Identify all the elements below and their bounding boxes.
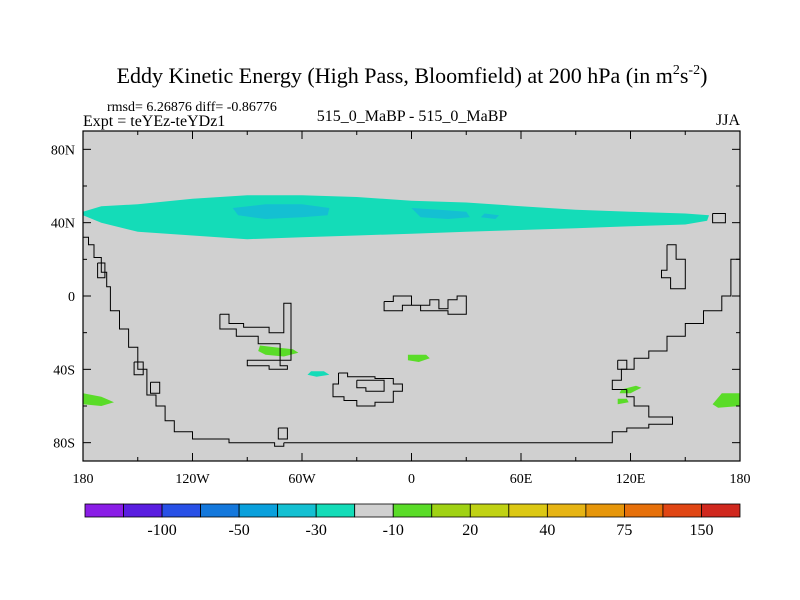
region-sh-green-africa xyxy=(407,354,430,362)
colorbar-swatch xyxy=(315,503,356,518)
season-label: JJA xyxy=(716,112,740,129)
x-tick-label: 60W xyxy=(288,472,316,487)
outline-south-america-outline xyxy=(219,302,292,370)
colorbar-swatch xyxy=(238,503,279,518)
outline-east-small-box xyxy=(617,359,628,370)
outline-south-atlantic-inner xyxy=(356,379,385,392)
chart-title: Eddy Kinetic Energy (High Pass, Bloomfie… xyxy=(117,63,708,88)
colorbar-label: 75 xyxy=(616,522,632,539)
y-tick-label: 80S xyxy=(53,437,75,452)
region-sh-green-south-america xyxy=(258,345,299,357)
colorbar-label: 20 xyxy=(462,522,478,539)
region-nh-jet-core-1 xyxy=(232,204,330,219)
y-tick-label: 0 xyxy=(68,290,75,305)
region-sh-green-tasman xyxy=(617,398,629,405)
colorbar-swatch xyxy=(508,503,548,518)
contour-regions xyxy=(83,195,740,408)
colorbar-swatch xyxy=(277,503,317,518)
outline-nz-box-2 xyxy=(150,381,161,394)
region-nh-jet-core-2 xyxy=(411,208,470,219)
colorbar-label: -100 xyxy=(147,522,176,539)
colorbar-swatch xyxy=(701,503,741,518)
colorbar-swatch xyxy=(354,503,394,518)
colorbar-swatch xyxy=(469,503,510,518)
region-sh-green-west-pacific xyxy=(83,393,114,406)
land-outlines xyxy=(83,213,741,447)
outline-africa-outline xyxy=(383,295,467,315)
y-tick-label: 40N xyxy=(51,217,75,232)
axis-ticks: 180 120W 60W 0 60E 120E 180 80N 40N 0 40S 80S xyxy=(51,131,751,487)
experiment-label: Expt = teYEz-teYDz1 xyxy=(83,113,225,130)
colorbar-swatch xyxy=(161,503,201,518)
outline-antarctic-coast xyxy=(283,389,673,444)
region-nh-jet-core-3 xyxy=(480,213,500,219)
case-label: 515_0_MaBP - 515_0_MaBP xyxy=(317,108,508,125)
colorbar-swatch xyxy=(662,503,702,518)
colorbar: -100 -50 -30 -10 20 40 75 150 xyxy=(84,503,741,539)
outline-west-outline xyxy=(83,236,285,447)
outline-south-atlantic-loop xyxy=(332,372,403,407)
x-tick-label: 120E xyxy=(616,472,646,487)
x-tick-label: 180 xyxy=(73,472,94,487)
colorbar-label: -10 xyxy=(383,522,404,539)
colorbar-swatch xyxy=(200,503,240,518)
region-sh-green-australia xyxy=(619,385,642,394)
outline-antarctic-inlet xyxy=(277,427,288,440)
colorbar-swatch xyxy=(392,503,433,518)
y-tick-label: 40S xyxy=(53,363,75,378)
y-tick-label: 80N xyxy=(51,143,75,158)
outline-east-outline xyxy=(611,237,741,390)
colorbar-swatch xyxy=(84,503,124,518)
x-tick-label: 60E xyxy=(510,472,533,487)
colorbar-swatch xyxy=(431,503,471,518)
colorbar-swatch xyxy=(123,503,163,518)
colorbar-label: -30 xyxy=(306,522,327,539)
outline-east-pacific-loop xyxy=(661,244,686,290)
x-tick-label: 180 xyxy=(730,472,751,487)
region-nh-jet-band-light xyxy=(83,195,709,240)
stats-label: rmsd= 6.26876 diff= -0.86776 xyxy=(107,100,277,115)
x-tick-label: 120W xyxy=(175,472,210,487)
colorbar-label: -50 xyxy=(228,522,249,539)
region-sh-green-east-pacific xyxy=(712,393,740,408)
outline-nz-box xyxy=(133,361,144,376)
outline-east-pacific-box xyxy=(712,213,726,224)
colorbar-swatch xyxy=(624,503,664,518)
colorbar-label: 40 xyxy=(539,522,555,539)
colorbar-swatch xyxy=(546,503,587,518)
outline-west-inner-loop xyxy=(97,262,106,279)
x-tick-label: 0 xyxy=(408,472,415,487)
region-sh-cyan-atlantic xyxy=(307,371,330,377)
colorbar-label: 150 xyxy=(689,522,713,539)
colorbar-swatch xyxy=(585,503,625,518)
